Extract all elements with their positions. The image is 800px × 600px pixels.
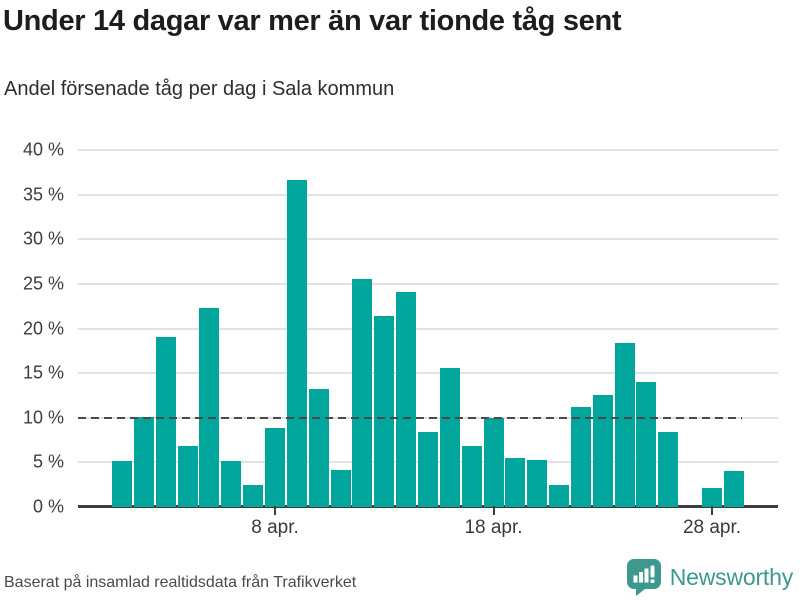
bar-10-apr — [308, 389, 329, 507]
bar-14-apr — [396, 291, 417, 507]
y-axis-labels: 0 % 5 % 10 % 15 % 20 % 25 % 30 % 35 % 40 % — [0, 140, 64, 517]
y-tick-label-15: 15 % — [22, 362, 64, 383]
y-tick-label-40: 40 % — [22, 139, 64, 160]
x-tick-label-8-apr: 8 apr. — [251, 517, 299, 538]
bar-21-apr — [549, 484, 569, 507]
plot-area — [78, 149, 778, 515]
y-tick-label-35: 35 % — [22, 184, 64, 205]
y-tick-label-25: 25 % — [22, 273, 64, 294]
chart-title: Under 14 dagar var mer än var tionde tåg… — [3, 5, 622, 37]
chart-subtitle: Andel försenade tåg per dag i Sala kommu… — [4, 78, 395, 100]
x-axis-tick-18-apr — [492, 506, 495, 515]
bar-22-apr — [570, 407, 591, 507]
bar-15-apr — [417, 432, 438, 507]
bar-13-apr — [374, 316, 395, 507]
bar-20-apr — [527, 459, 548, 507]
bar-29-apr — [723, 471, 744, 507]
bar-17-apr — [461, 446, 482, 507]
bar-28-apr — [702, 488, 722, 507]
newsworthy-logo-text: Newsworthy — [669, 563, 793, 590]
bar-11-apr — [330, 470, 351, 507]
bar-18-apr — [483, 417, 504, 507]
bar-3-apr — [155, 337, 176, 507]
gridline-30pct — [78, 238, 778, 241]
bar-8-apr — [265, 427, 285, 507]
gridline-20pct — [78, 327, 778, 330]
source-note: Baserat på insamlad realtidsdata från Tr… — [4, 574, 357, 591]
newsworthy-speech-bubble-chart-icon — [626, 559, 661, 596]
newsworthy-logo: Newsworthy — [626, 558, 793, 596]
y-tick-label-20: 20 % — [22, 318, 64, 338]
bar-16-apr — [439, 367, 460, 507]
y-tick-label-5: 5 % — [32, 451, 64, 472]
bar-2-apr — [133, 416, 154, 507]
x-axis-labels: 8 apr. 18 apr. 28 apr. — [78, 517, 778, 543]
bar-24-apr — [614, 342, 635, 507]
bar-5-apr — [199, 308, 220, 507]
bar-7-apr — [243, 484, 264, 507]
y-tick-label-30: 30 % — [22, 228, 64, 249]
gridline-15pct — [78, 372, 778, 375]
gridline-40pct — [78, 149, 778, 151]
y-tick-label-10: 10 % — [22, 407, 64, 428]
gridline-25pct — [78, 282, 778, 285]
y-tick-label-0: 0 % — [32, 496, 64, 517]
gridline-35pct — [78, 193, 778, 196]
x-tick-label-28-apr: 28 apr. — [682, 517, 742, 538]
bar-26-apr — [658, 432, 679, 507]
bar-4-apr — [177, 446, 198, 507]
bar-6-apr — [221, 460, 242, 507]
x-tick-label-18-apr: 18 apr. — [464, 517, 523, 538]
x-axis-tick-8-apr — [274, 506, 276, 515]
bar-19-apr — [505, 457, 526, 507]
x-axis-tick-28-apr — [711, 506, 713, 515]
bar-9-apr — [286, 180, 307, 507]
bar-25-apr — [636, 382, 657, 507]
bar-23-apr — [592, 394, 613, 507]
bar-1-apr — [112, 460, 132, 507]
reference-line-10pct — [78, 416, 742, 419]
bar-12-apr — [352, 279, 373, 507]
